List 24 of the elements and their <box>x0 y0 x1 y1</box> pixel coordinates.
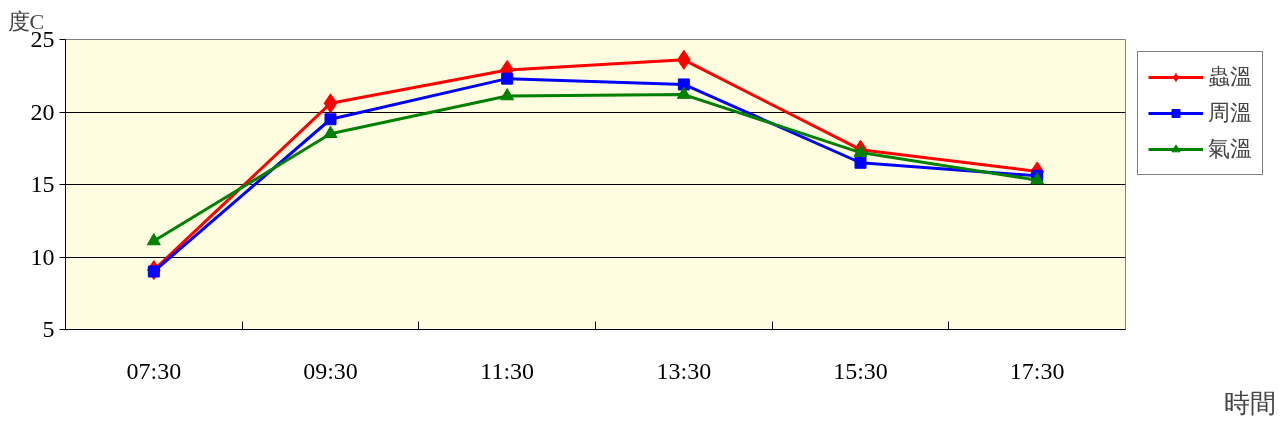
legend-label: 蟲溫 <box>1208 63 1252 91</box>
x-axis-title: 時間 <box>1223 388 1276 418</box>
point <box>853 144 868 157</box>
x-tick-label: 17:30 <box>1009 357 1065 384</box>
point <box>146 233 161 246</box>
y-tick-label: 10 <box>30 243 55 270</box>
legend-label: 周溫 <box>1208 99 1252 127</box>
y-tick-label: 15 <box>30 171 55 197</box>
point <box>501 72 514 85</box>
point <box>677 78 690 91</box>
legend-label: 氣溫 <box>1208 135 1252 163</box>
x-tick-label: 15:30 <box>833 357 888 384</box>
x-tick-label: 13:30 <box>656 357 712 384</box>
point <box>854 156 867 169</box>
point <box>676 86 691 99</box>
y-tick-label: 5 <box>42 316 55 342</box>
point <box>500 88 515 101</box>
y-tick-label: 20 <box>30 98 55 125</box>
x-tick-label: 09:30 <box>303 357 358 384</box>
point <box>324 113 337 126</box>
x-tick-label: 07:30 <box>126 357 182 384</box>
x-tick-label: 11:30 <box>480 357 535 384</box>
point <box>323 93 338 114</box>
point <box>323 125 338 138</box>
